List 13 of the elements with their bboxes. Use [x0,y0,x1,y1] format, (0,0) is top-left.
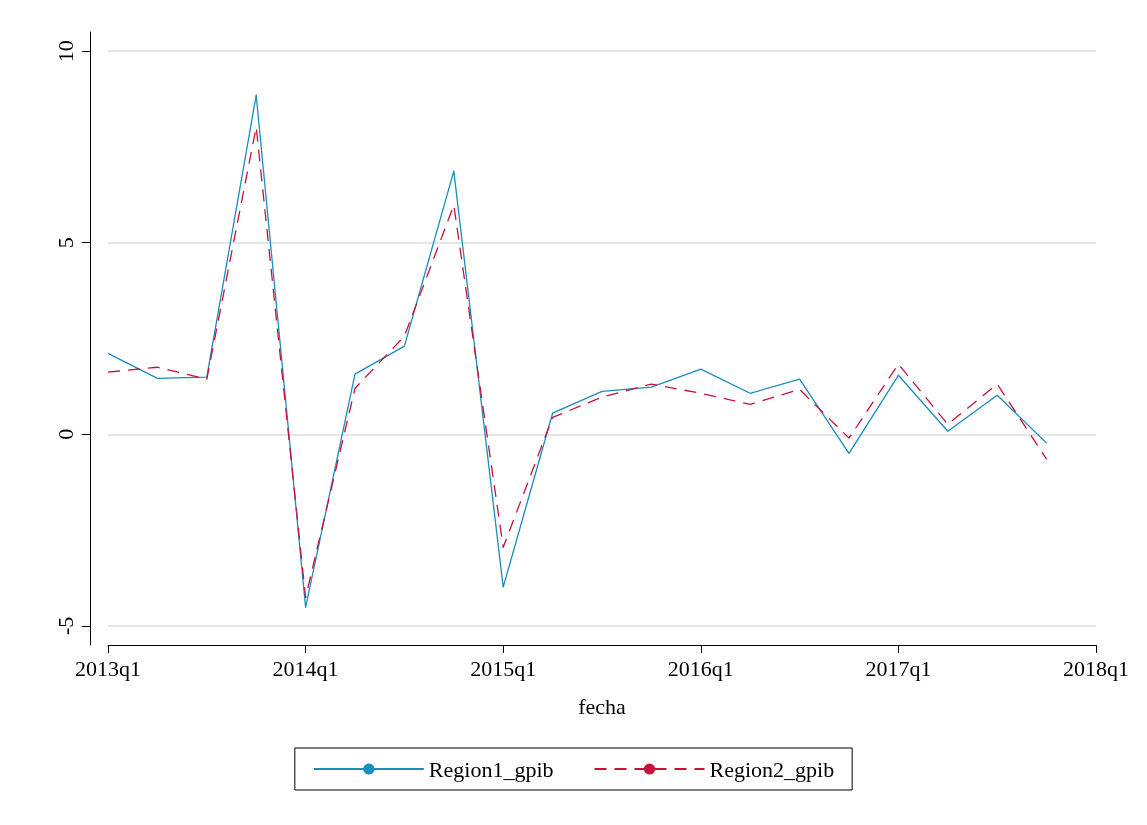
x-tick-label: 2018q1 [1063,655,1129,681]
y-tick-label: 10 [52,40,78,63]
legend-label: Region1_gpib [428,756,554,782]
y-tick-label: 5 [52,237,78,249]
y-tick-label: 0 [52,428,78,440]
x-tick-label: 2015q1 [470,655,537,681]
x-tick-label: 2016q1 [667,655,734,681]
legend-label: Region2_gpib [709,756,835,782]
x-axis-title: fecha [578,693,627,719]
y-tick-label: -5 [52,616,78,636]
x-tick-label: 2013q1 [75,655,141,681]
x-tick-label: 2017q1 [865,655,932,681]
x-tick-label: 2014q1 [272,655,339,681]
